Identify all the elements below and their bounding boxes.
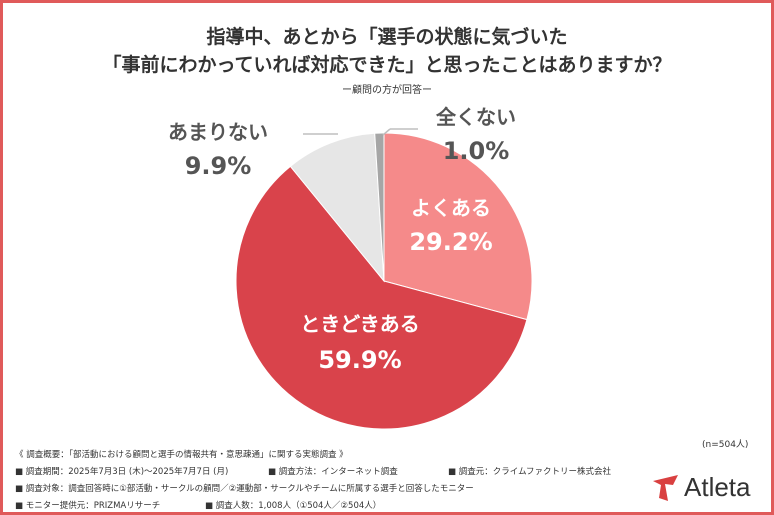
survey-overview: 《 調査概要：「部活動における顧問と選手の情報共有・意思疎通」に関する実態調査 …	[15, 450, 348, 460]
slice-value-amari: 9.9%	[185, 152, 252, 180]
survey-count: ■ 調査人数：1,008人（①504人／②504人）	[205, 501, 382, 511]
leader-line-mattaku-end	[382, 128, 391, 136]
sample-size: (n=504人)	[702, 440, 749, 450]
survey-target: ■ 調査対象：調査回答時に①部活動・サークルの顧問／②運動部・サークルやチームに…	[15, 484, 474, 494]
slice-yoku	[383, 132, 533, 321]
slice-label-tokidoki: ときどきある	[300, 312, 419, 336]
survey-period: ■ 調査期間：2025年7月3日 (木)〜2025年7月7日 (月)	[15, 467, 229, 477]
atleta-logo: Atleta	[650, 471, 760, 505]
slice-value-yoku: 29.2%	[409, 228, 492, 256]
slice-label-mattaku: 全くない	[435, 105, 516, 129]
atleta-logo-icon	[653, 475, 678, 501]
chart-subtitle: ー顧問の方が回答ー	[342, 85, 432, 96]
survey-monitor: ■ モニター提供元：PRIZMAリサーチ	[15, 501, 161, 511]
slice-mattaku	[374, 132, 385, 282]
survey-source: ■ 調査元：クライムファクトリー株式会社	[448, 467, 612, 477]
survey-method: ■ 調査方法：インターネット調査	[268, 467, 398, 477]
slice-tokidoki	[235, 165, 528, 430]
slice-value-tokidoki: 59.9%	[318, 346, 401, 374]
slice-label-amari: あまりない	[168, 120, 268, 144]
chart-title-line2: 「事前にわかっていれば対応できた」と思ったことはありますか？	[102, 54, 672, 76]
chart-title-line1: 指導中、あとから「選手の状態に気づいた	[206, 26, 568, 48]
logo-text: Atleta	[684, 472, 751, 502]
slice-label-yoku: よくある	[411, 196, 491, 220]
slice-value-mattaku: 1.0%	[443, 137, 510, 165]
slice-amari	[289, 132, 385, 283]
